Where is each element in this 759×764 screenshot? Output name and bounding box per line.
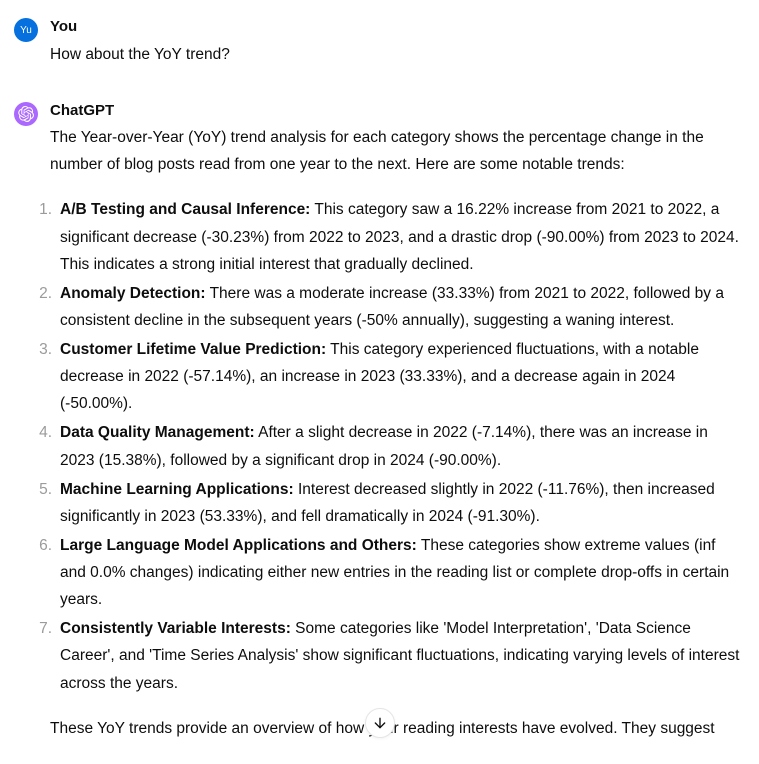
list-item-title: Customer Lifetime Value Prediction: bbox=[60, 341, 326, 358]
list-item: Consistently Variable Interests: Some ca… bbox=[36, 615, 745, 696]
list-item-title: Consistently Variable Interests: bbox=[60, 620, 291, 637]
scroll-to-bottom-button[interactable] bbox=[365, 708, 395, 738]
assistant-list: A/B Testing and Causal Inference: This c… bbox=[36, 196, 745, 696]
openai-icon bbox=[18, 106, 34, 122]
list-item-title: Machine Learning Applications: bbox=[60, 481, 294, 498]
assistant-message-content: ChatGPT The Year-over-Year (YoY) trend a… bbox=[50, 100, 745, 742]
list-item: Data Quality Management: After a slight … bbox=[36, 419, 745, 473]
list-item-title: Data Quality Management: bbox=[60, 424, 255, 441]
assistant-list-wrapper: A/B Testing and Causal Inference: This c… bbox=[36, 196, 745, 696]
list-item: Anomaly Detection: There was a moderate … bbox=[36, 280, 745, 334]
list-item: Customer Lifetime Value Prediction: This… bbox=[36, 336, 745, 417]
assistant-closing: These YoY trends provide an overview of … bbox=[50, 715, 745, 742]
user-message-text: How about the YoY trend? bbox=[50, 41, 745, 68]
list-item-title: A/B Testing and Causal Inference: bbox=[60, 201, 310, 218]
list-item-title: Large Language Model Applications and Ot… bbox=[60, 537, 417, 554]
list-item: Machine Learning Applications: Interest … bbox=[36, 476, 745, 530]
list-item-title: Anomaly Detection: bbox=[60, 285, 206, 302]
assistant-author-label: ChatGPT bbox=[50, 100, 745, 123]
user-message-content: You How about the YoY trend? bbox=[50, 16, 745, 68]
user-message: Yu You How about the YoY trend? bbox=[14, 16, 745, 68]
assistant-message: ChatGPT The Year-over-Year (YoY) trend a… bbox=[14, 100, 745, 742]
assistant-intro: The Year-over-Year (YoY) trend analysis … bbox=[50, 124, 745, 178]
list-item: A/B Testing and Causal Inference: This c… bbox=[36, 196, 745, 277]
user-avatar-text: Yu bbox=[20, 25, 32, 36]
user-avatar: Yu bbox=[14, 18, 38, 42]
assistant-avatar bbox=[14, 102, 38, 126]
arrow-down-icon bbox=[372, 715, 388, 731]
user-author-label: You bbox=[50, 16, 745, 39]
list-item: Large Language Model Applications and Ot… bbox=[36, 532, 745, 613]
conversation: Yu You How about the YoY trend? ChatGPT … bbox=[0, 0, 759, 742]
